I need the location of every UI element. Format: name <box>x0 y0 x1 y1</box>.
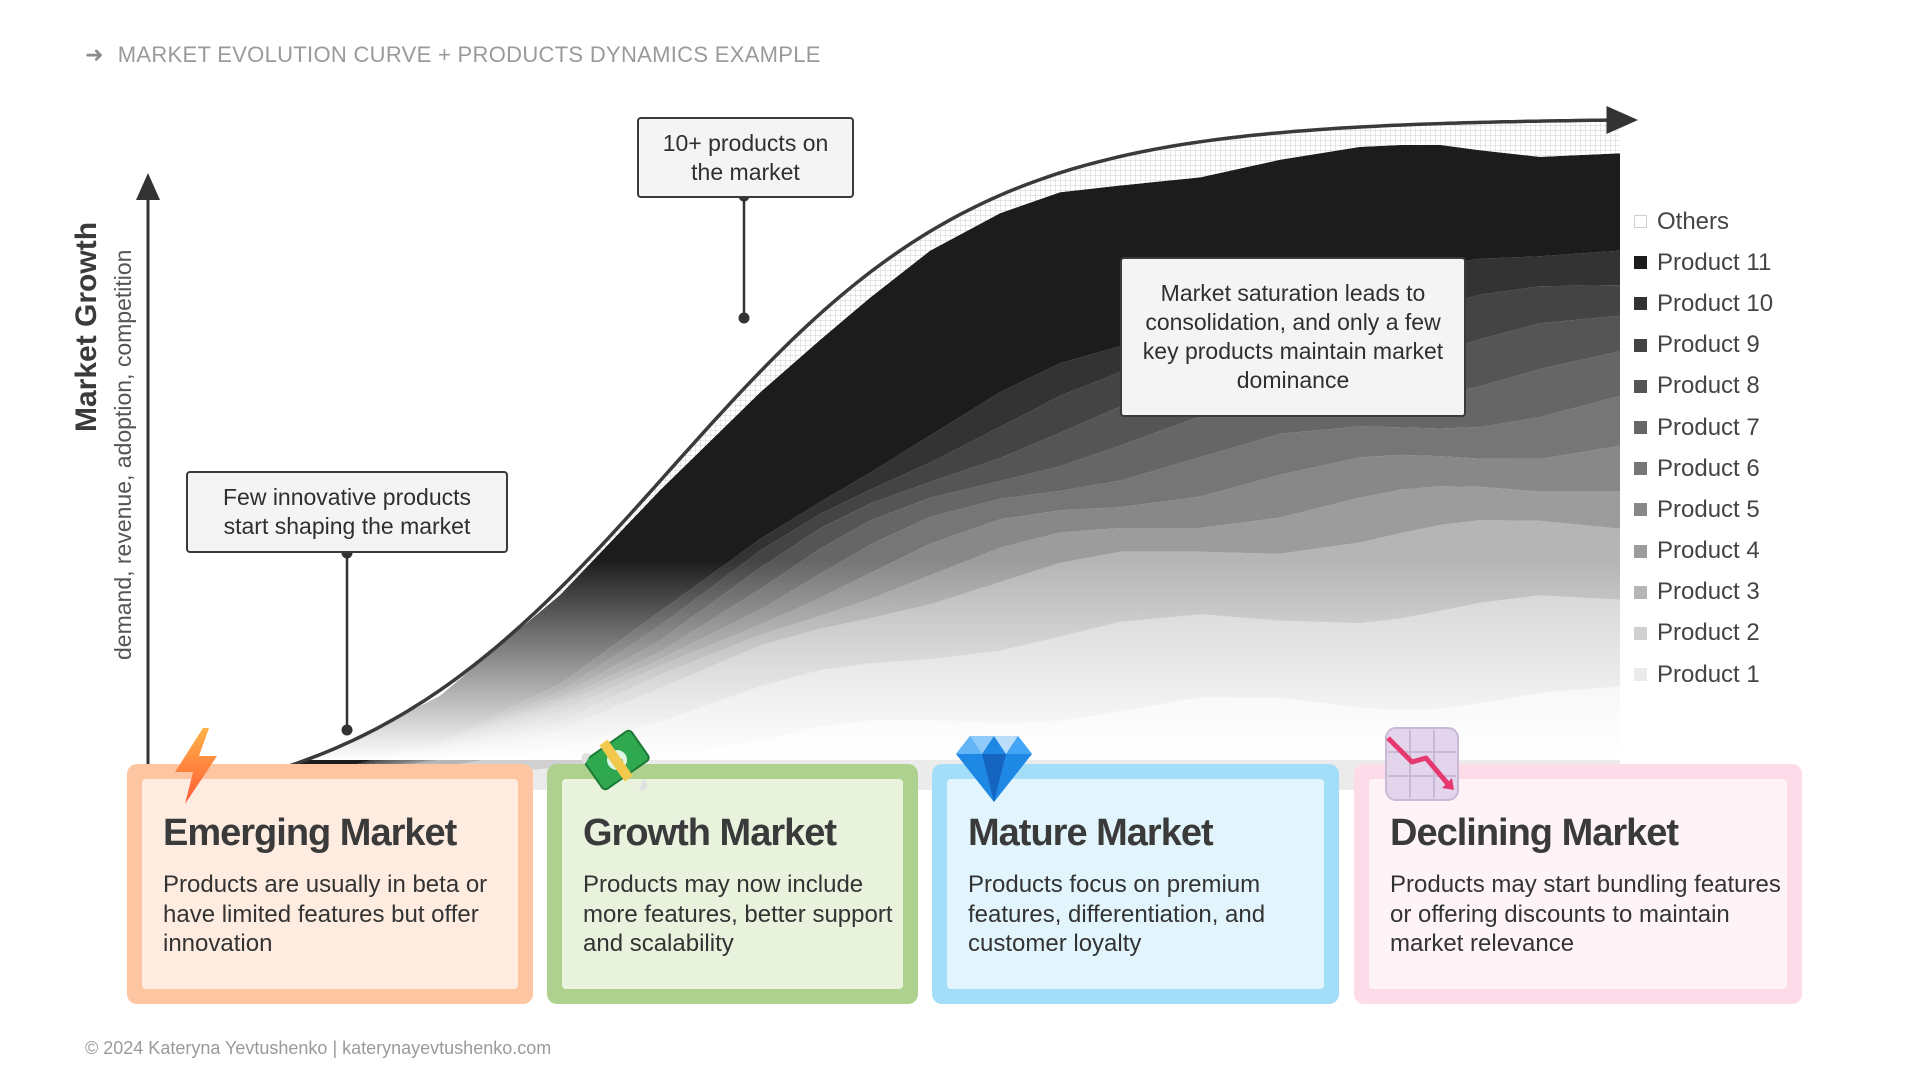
page-title: MARKET EVOLUTION CURVE + PRODUCTS DYNAMI… <box>117 42 821 67</box>
legend-label: Product 10 <box>1657 289 1774 317</box>
card-declining-market: Declining Market Products may start bund… <box>1354 727 1802 1004</box>
y-axis-title: Market Growth <box>70 221 103 432</box>
diamond-icon <box>956 736 1032 802</box>
legend-item: Product 6 <box>1634 448 1773 489</box>
legend-item: Product 1 <box>1634 654 1773 695</box>
legend-item: Product 2 <box>1634 613 1773 654</box>
legend-item: Product 11 <box>1634 242 1773 283</box>
layer-others <box>200 120 1620 790</box>
legend-item: Product 10 <box>1634 283 1773 324</box>
card-inner <box>562 779 903 989</box>
legend-swatch <box>1634 503 1647 517</box>
footer-credit: © 2024 Kateryna Yevtushenko | katerynaye… <box>85 1038 552 1058</box>
legend-item: Others <box>1634 201 1773 242</box>
legend-swatch <box>1634 544 1647 558</box>
legend-item: Product 9 <box>1634 325 1773 366</box>
layer-product-7 <box>200 351 1620 790</box>
legend-label: Product 8 <box>1657 372 1760 400</box>
legend-label: Product 3 <box>1657 578 1760 606</box>
market-curve-line <box>199 106 1638 792</box>
legend-label: Others <box>1657 207 1730 235</box>
legend-swatch <box>1634 462 1647 476</box>
money-icon: $ <box>581 729 650 791</box>
legend-label: Product 7 <box>1657 413 1760 441</box>
card-inner <box>142 779 518 989</box>
card-description: Products may start bundling features or … <box>1390 871 1781 957</box>
callout-emerging: Few innovative products start shaping th… <box>186 471 508 553</box>
legend-swatch <box>1634 215 1647 229</box>
legend-label: Product 11 <box>1657 248 1772 276</box>
callout-dot-growth <box>738 312 750 324</box>
layer-product-5 <box>200 445 1620 790</box>
page-header: ➜ MARKET EVOLUTION CURVE + PRODUCTS DYNA… <box>85 42 821 68</box>
y-axis-label: Market Growth demand, revenue, adoption,… <box>40 200 140 680</box>
legend-item: Product 3 <box>1634 572 1773 613</box>
card-mature-market: Mature Market Products focus on premium … <box>932 736 1339 1004</box>
card-description: Products are usually in beta or have lim… <box>163 871 488 957</box>
card-emerging-market: Emerging Market Products are usually in … <box>127 728 533 1004</box>
legend-swatch <box>1634 379 1647 393</box>
y-axis-subtitle: demand, revenue, adoption, competition <box>110 249 136 660</box>
legend-swatch <box>1634 421 1647 435</box>
card-title: Declining Market <box>1390 812 1679 854</box>
legend-label: Product 5 <box>1657 495 1760 523</box>
legend-item: Product 4 <box>1634 531 1773 572</box>
callout-dot-emerging <box>341 724 353 736</box>
card-inner <box>1369 779 1787 989</box>
layer-product-4 <box>200 486 1620 790</box>
callout-growth: 10+ products on the market <box>637 117 854 198</box>
legend-label: Product 1 <box>1657 660 1760 688</box>
legend-swatch <box>1634 626 1647 640</box>
lightning-icon <box>175 728 217 804</box>
card-description: Products focus on premium features, diff… <box>968 871 1266 957</box>
card-growth-market: $ Growth Market Products may now include… <box>547 729 918 1004</box>
card-inner <box>947 779 1324 989</box>
card-title: Growth Market <box>583 812 837 854</box>
callout-saturation: Market saturation leads to consolidation… <box>1120 257 1466 417</box>
legend-label: Product 4 <box>1657 537 1760 565</box>
chart-legend: Others Product 11 Product 10 Product 9 P… <box>1634 201 1773 695</box>
legend-swatch <box>1634 256 1647 270</box>
legend-swatch <box>1634 668 1647 682</box>
legend-swatch <box>1634 338 1647 352</box>
chart-down-icon <box>1385 727 1459 801</box>
layer-product-6 <box>200 395 1620 790</box>
card-title: Emerging Market <box>163 812 457 854</box>
legend-item: Product 5 <box>1634 489 1773 530</box>
legend-label: Product 6 <box>1657 454 1760 482</box>
layer-product-8 <box>200 315 1620 790</box>
legend-label: Product 2 <box>1657 619 1760 647</box>
legend-swatch <box>1634 585 1647 599</box>
layer-product-9 <box>200 285 1620 790</box>
legend-item: Product 7 <box>1634 407 1773 448</box>
card-title: Mature Market <box>968 812 1214 854</box>
legend-label: Product 9 <box>1657 331 1760 359</box>
legend-item: Product 8 <box>1634 366 1773 407</box>
legend-swatch <box>1634 297 1647 311</box>
card-description: Products may now include more features, … <box>583 871 893 957</box>
arrow-right-icon: ➜ <box>85 42 104 67</box>
